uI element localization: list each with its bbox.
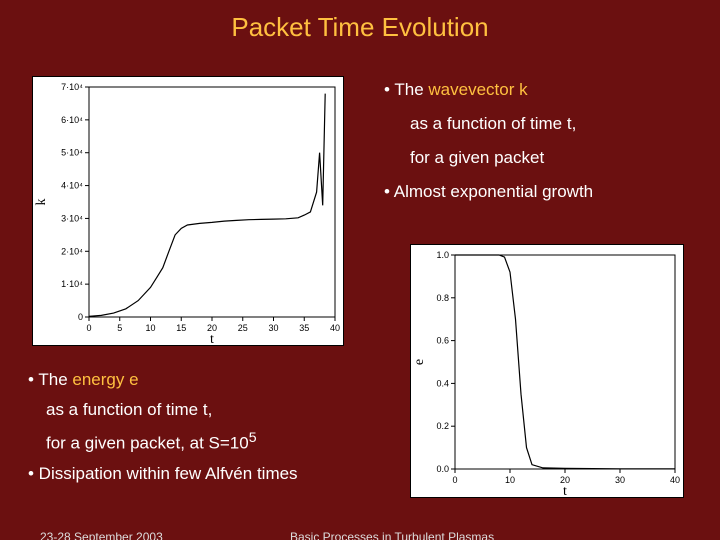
svg-text:5·10⁴: 5·10⁴ xyxy=(61,148,83,158)
page-title: Packet Time Evolution xyxy=(0,0,720,43)
text: for a given packet, at S=10 xyxy=(46,434,249,453)
left-bullets: • The energy e as a function of time t, … xyxy=(28,366,418,494)
chart-wavevector: 051015202530354001·10⁴2·10⁴3·10⁴4·10⁴5·1… xyxy=(32,76,344,346)
svg-text:5: 5 xyxy=(117,323,122,333)
bullet-prefix: • The xyxy=(28,370,72,389)
svg-text:6·10⁴: 6·10⁴ xyxy=(61,115,83,125)
footer-date: 23-28 September 2003 xyxy=(40,530,163,540)
svg-text:0.6: 0.6 xyxy=(436,336,449,346)
bullet-sub1: as a function of time t, xyxy=(28,400,418,420)
svg-text:t: t xyxy=(563,484,567,499)
bullet-energy: • The energy e xyxy=(28,370,418,390)
chart-energy: 0102030400.00.20.40.60.81.0te xyxy=(410,244,684,498)
svg-text:1.0: 1.0 xyxy=(436,250,449,260)
svg-text:7·10⁴: 7·10⁴ xyxy=(61,82,83,92)
svg-text:35: 35 xyxy=(299,323,309,333)
bullet-highlight: wavevector k xyxy=(428,80,527,99)
svg-text:10: 10 xyxy=(505,475,515,485)
svg-text:t: t xyxy=(210,332,214,347)
svg-text:2·10⁴: 2·10⁴ xyxy=(61,246,83,256)
svg-text:0.0: 0.0 xyxy=(436,464,449,474)
svg-text:1·10⁴: 1·10⁴ xyxy=(61,279,83,289)
svg-text:0.4: 0.4 xyxy=(436,378,449,388)
bullet-highlight: energy e xyxy=(72,370,138,389)
svg-text:k: k xyxy=(34,199,49,206)
svg-text:15: 15 xyxy=(176,323,186,333)
svg-text:40: 40 xyxy=(330,323,340,333)
svg-text:30: 30 xyxy=(615,475,625,485)
svg-text:0: 0 xyxy=(86,323,91,333)
svg-text:4·10⁴: 4·10⁴ xyxy=(61,181,83,191)
svg-text:25: 25 xyxy=(238,323,248,333)
bullet-sub2: for a given packet, at S=105 xyxy=(28,430,418,454)
bullet-growth: • Almost exponential growth xyxy=(378,182,708,202)
svg-text:10: 10 xyxy=(145,323,155,333)
svg-text:e: e xyxy=(412,359,427,365)
svg-text:0.2: 0.2 xyxy=(436,421,449,431)
bullet-dissipation: • Dissipation within few Alfvén times xyxy=(28,464,418,484)
svg-text:0: 0 xyxy=(78,312,83,322)
bullet-sub1: as a function of time t, xyxy=(378,114,708,134)
svg-text:0: 0 xyxy=(452,475,457,485)
svg-text:40: 40 xyxy=(670,475,680,485)
footer-conf: Basic Processes in Turbulent Plasmas xyxy=(290,530,494,540)
right-bullets: • The wavevector k as a function of time… xyxy=(378,76,708,216)
svg-text:3·10⁴: 3·10⁴ xyxy=(61,213,83,223)
svg-text:0.8: 0.8 xyxy=(436,293,449,303)
sup: 5 xyxy=(249,430,257,446)
bullet-prefix: • The xyxy=(384,80,428,99)
bullet-wavevector: • The wavevector k xyxy=(378,80,708,100)
bullet-sub2: for a given packet xyxy=(378,148,708,168)
svg-text:30: 30 xyxy=(268,323,278,333)
